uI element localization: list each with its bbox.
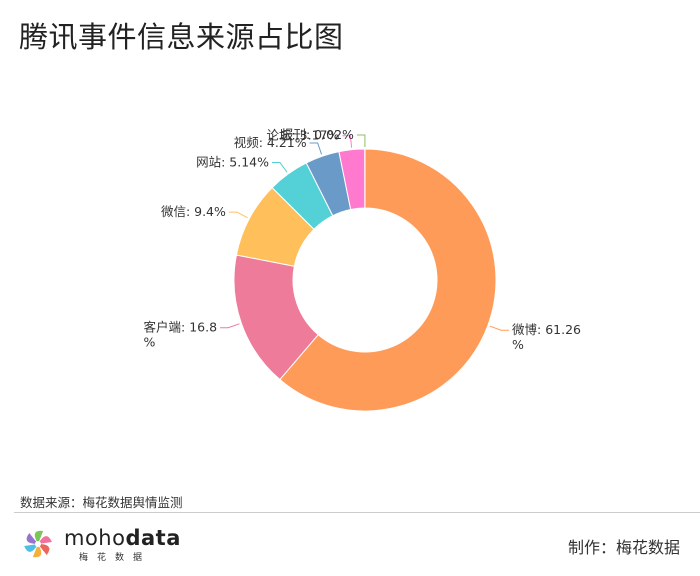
logo-petal (38, 536, 52, 544)
slice-label-微信: 微信: 9.4% (161, 204, 226, 219)
slice-label-line: 视频: 4.21% (234, 135, 307, 150)
data-source-note: 数据来源：梅花数据舆情监测 (20, 495, 183, 510)
leader-line-报刊 (356, 134, 366, 148)
page-title: 腾讯事件信息来源占比图 (19, 20, 344, 54)
slice-label-视频: 视频: 4.21% (234, 135, 307, 150)
leader-line-网站 (271, 162, 288, 173)
slice-group (233, 148, 497, 412)
logo-center (35, 541, 41, 547)
slice-label-论坛: 论坛: 3.17% (266, 128, 339, 143)
logo-subtitle: 梅花数据 (79, 553, 152, 563)
logo-petal (26, 533, 38, 544)
slice-label-客户端: 客户端: 16.8% (144, 320, 218, 350)
slice-label-line: 微信: 9.4% (161, 204, 226, 219)
mohodata-logo: mohodata 梅花数据 (18, 524, 218, 564)
maker-credit: 制作：梅花数据 (567, 538, 680, 557)
slice-微博[interactable] (279, 148, 497, 412)
label-group: 微博: 61.26 %客户端: 16.8 %微信: 9.4%网站: 5.14%视频:… (144, 127, 581, 352)
slice-label-line: 客户端: 16.8 (144, 320, 218, 335)
slice-label-line: 微博: 61.26 (512, 322, 581, 337)
leader-line-微博 (489, 325, 510, 331)
footer-divider (14, 512, 700, 513)
leader-line-微信 (228, 211, 248, 219)
slice-label-微博: 微博: 61.26% (512, 322, 581, 352)
logo-petal (32, 544, 42, 558)
slice-label-line: 报刊: 0.02% (281, 127, 354, 142)
slice-label-报刊: 报刊: 0.02% (281, 127, 354, 142)
logo-wordmark: mohodata (64, 526, 181, 550)
logo-word-bold: data (125, 526, 181, 550)
slice-label-line: 论坛: 3.17% (266, 128, 339, 143)
slice-label-line: % (512, 337, 524, 352)
logo-petal (34, 530, 44, 544)
logo-petal (24, 544, 38, 552)
logo-word-light: moho (64, 526, 126, 550)
leader-line-视频 (309, 142, 323, 155)
pinwheel-logo-icon (24, 530, 52, 558)
leader-line-客户端 (220, 323, 240, 329)
slice-label-line: % (144, 335, 156, 350)
slice-label-网站: 网站: 5.14% (196, 155, 269, 170)
slice-label-line: 网站: 5.14% (196, 155, 269, 170)
leader-line-论坛 (342, 135, 353, 148)
logo-petal (38, 544, 50, 555)
donut-chart: 微博: 61.26 %客户端: 16.8 %微信: 9.4%网站: 5.14%视频:… (144, 127, 581, 412)
leader-line-group (220, 134, 510, 331)
